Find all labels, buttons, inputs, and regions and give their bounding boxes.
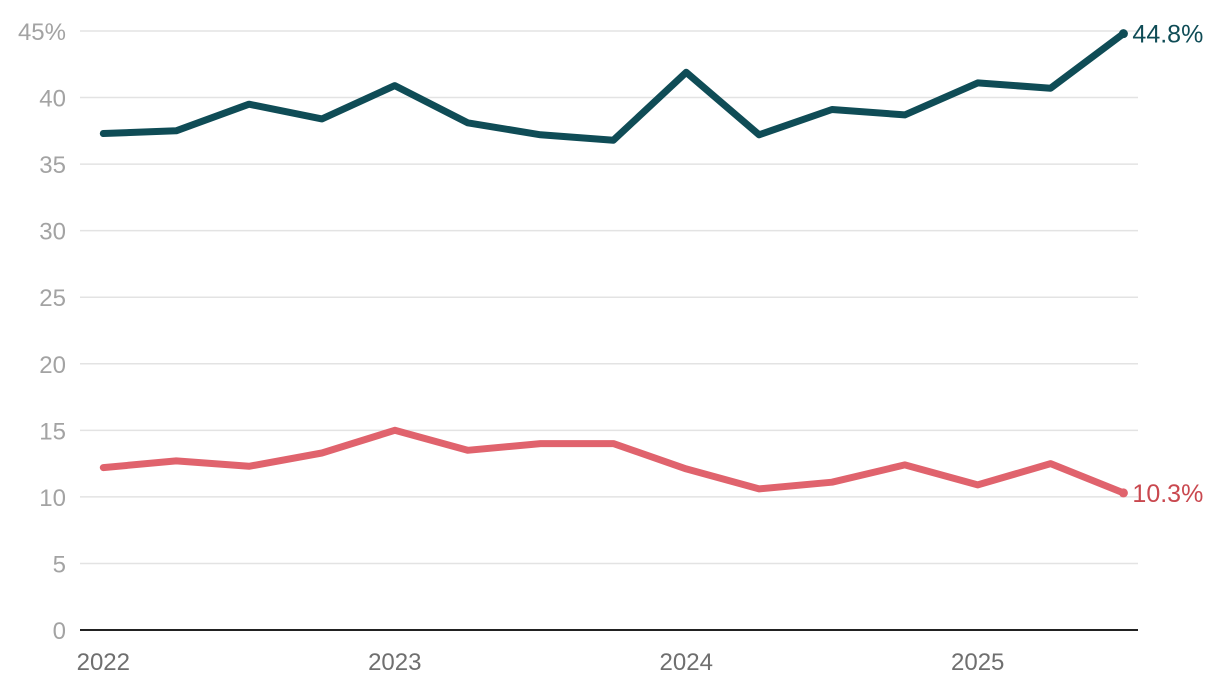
y-tick-label: 35	[39, 152, 66, 179]
x-tick-label: 2025	[951, 649, 1004, 676]
y-axis: 45% 40 35 30 25 20 15 10 5 0	[18, 19, 66, 645]
y-tick-label: 25	[39, 285, 66, 312]
end-labels: 44.8% 10.3%	[1132, 21, 1203, 508]
y-tick-label: 20	[39, 352, 66, 379]
series-end-point	[1118, 488, 1128, 498]
y-tick-label: 5	[53, 551, 66, 578]
series-line-2	[99, 426, 1127, 497]
x-axis: 2022 2023 2024 2025	[77, 649, 1005, 676]
y-tick-label: 10	[39, 485, 66, 512]
series-end-label: 44.8%	[1132, 21, 1203, 49]
x-tick-label: 2023	[368, 649, 421, 676]
series-end-label: 10.3%	[1132, 480, 1203, 508]
grid-layer	[80, 30, 1138, 631]
y-tick-label: 40	[39, 86, 66, 113]
y-tick-label: 45%	[18, 19, 66, 46]
series-layer	[99, 29, 1128, 498]
y-tick-label: 30	[39, 219, 66, 246]
y-tick-label: 15	[39, 418, 66, 445]
y-tick-label: 0	[53, 618, 66, 645]
x-tick-label: 2022	[77, 649, 130, 676]
series-line-1	[99, 30, 1127, 144]
series-end-point	[1118, 29, 1128, 39]
x-tick-label: 2024	[660, 649, 713, 676]
